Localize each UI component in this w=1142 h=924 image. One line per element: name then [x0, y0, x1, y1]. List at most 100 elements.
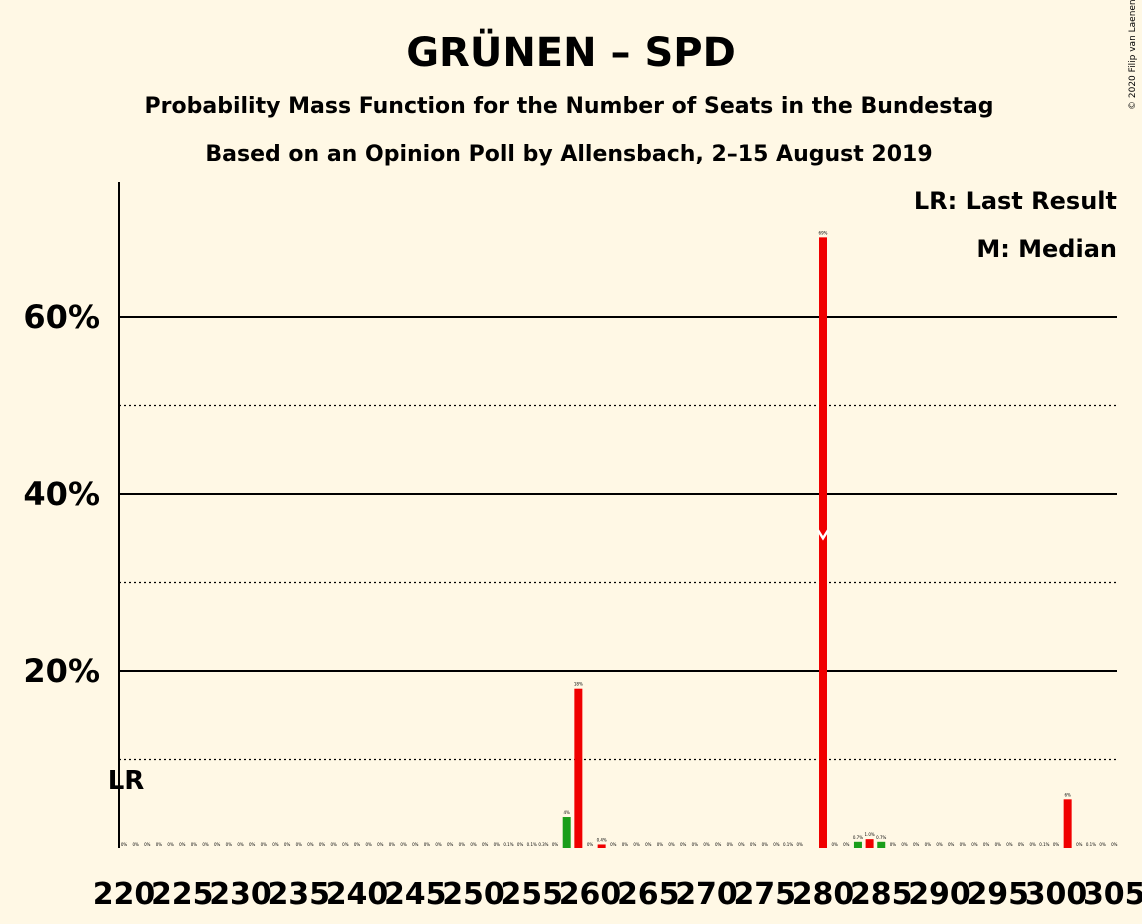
x-tick-label: 280 [792, 877, 855, 912]
bar-value-label: 0.7% [876, 835, 886, 840]
bars: 4% 18% 0.4% 69% 0.7%1.0%0.7% 6% [562, 230, 1072, 849]
bar-value-label: 0% [890, 842, 897, 847]
bar-value-label: 0% [936, 842, 943, 847]
bar-value-label: 0% [319, 842, 326, 847]
bar-value-label: 0% [156, 842, 163, 847]
x-tick-label: 230 [209, 877, 272, 912]
bar-value-label: 6% [1064, 792, 1071, 797]
bar-value-label: 0% [680, 842, 687, 847]
bar-value-label: 0% [797, 842, 804, 847]
bar-value-label: 0% [144, 842, 151, 847]
x-tick-label: 285 [850, 877, 913, 912]
bar-seat-283 [853, 841, 862, 848]
bar-value-label: 0% [389, 842, 396, 847]
x-tick-label: 265 [617, 877, 680, 912]
bar-value-label: 0% [191, 842, 198, 847]
bar-value-label: 0% [296, 842, 303, 847]
bar-value-label: 0% [1053, 842, 1060, 847]
y-tick-label: 40% [23, 475, 100, 513]
x-axis-ticks: 2202252302352402452502552602652702752802… [93, 877, 1142, 912]
y-axis-ticks: 20% 40% 60% [23, 298, 100, 690]
bar-value-label: 0% [831, 842, 838, 847]
bar-value-label: 0% [494, 842, 501, 847]
bar-value-label: 0% [412, 842, 419, 847]
bar-value-label: 0% [1030, 842, 1037, 847]
bar-value-label: 0% [762, 842, 769, 847]
bar-value-label: 0% [727, 842, 734, 847]
bar-value-label: 0.1% [1086, 842, 1096, 847]
bar-value-label: 0% [226, 842, 233, 847]
x-tick-label: 275 [733, 877, 796, 912]
y-tick-label: 20% [23, 652, 100, 690]
bar-value-label: 0.1% [1039, 842, 1049, 847]
bar-value-label: 0.3% [538, 842, 548, 847]
bar-value-label: 0% [960, 842, 967, 847]
bar-value-label: 0% [971, 842, 978, 847]
bar-value-label: 0% [354, 842, 361, 847]
bar-value-label: 0% [400, 842, 407, 847]
bar-value-label: 0% [202, 842, 209, 847]
x-tick-label: 235 [267, 877, 330, 912]
bar-value-label: 0% [272, 842, 279, 847]
bar-value-label: 0% [237, 842, 244, 847]
bar-value-label: 0% [482, 842, 489, 847]
x-tick-label: 240 [326, 877, 389, 912]
bar-value-label: 0.1% [783, 842, 793, 847]
bar-value-label: 0% [610, 842, 617, 847]
x-tick-label: 250 [442, 877, 505, 912]
credit-text: © 2020 Filip van Laenen [1128, 0, 1138, 110]
bar-value-label: 0% [447, 842, 454, 847]
bar-value-label: 0% [331, 842, 338, 847]
bar-value-label: 0% [342, 842, 349, 847]
bar-value-label: 0% [983, 842, 990, 847]
bar-value-label: 0% [633, 842, 640, 847]
bar-value-label: 0% [692, 842, 699, 847]
bar-seat-258 [562, 817, 571, 848]
x-tick-label: 255 [500, 877, 563, 912]
bar-seat-280 [819, 237, 827, 849]
y-tick-label: 60% [23, 298, 100, 336]
bar-value-label: 0% [470, 842, 477, 847]
x-tick-label: 295 [966, 877, 1029, 912]
bar-value-label: 0% [214, 842, 221, 847]
bar-value-label: 4% [564, 810, 571, 815]
bar-value-label: 0% [715, 842, 722, 847]
bar-value-label: 0% [948, 842, 955, 847]
bar-value-label: 0% [552, 842, 559, 847]
bar-value-label: 0% [284, 842, 291, 847]
bar-value-label: 0% [925, 842, 932, 847]
x-tick-label: 220 [93, 877, 156, 912]
bar-value-label: 0% [167, 842, 174, 847]
bar-value-label: 0% [645, 842, 652, 847]
bar-value-label: 0% [121, 842, 128, 847]
bar-value-label: 0% [1111, 842, 1118, 847]
bar-value-label: 0% [668, 842, 675, 847]
bar-value-label: 0% [249, 842, 256, 847]
x-tick-label: 245 [384, 877, 447, 912]
bar-value-label: 0% [517, 842, 524, 847]
chart-title: GRÜNEN – SPD [406, 28, 736, 76]
bar-value-label: 0% [307, 842, 314, 847]
bar-value-label: 0% [750, 842, 757, 847]
chart-subtitle-1: Probability Mass Function for the Number… [145, 94, 994, 119]
bar-value-label: 18% [574, 682, 583, 687]
bar-value-label: 0.7% [853, 835, 863, 840]
bar-value-label: 0% [587, 842, 594, 847]
bar-value-label: 0% [1018, 842, 1025, 847]
bar-seat-285 [877, 841, 886, 848]
bar-value-label: 1.0% [865, 832, 875, 837]
bar-seat-301 [1063, 799, 1072, 848]
bar-value-label: 0% [261, 842, 268, 847]
bar-value-label: 0% [132, 842, 139, 847]
x-tick-label: 290 [908, 877, 971, 912]
chart-subtitle-2: Based on an Opinion Poll by Allensbach, … [205, 142, 932, 167]
bar-value-label: 0% [424, 842, 431, 847]
bar-value-label: 0% [738, 842, 745, 847]
median-marker [816, 529, 830, 541]
bar-value-label: 0% [179, 842, 186, 847]
bar-value-label: 0% [1006, 842, 1013, 847]
bar-seat-284 [865, 839, 874, 848]
bar-value-label: 0% [459, 842, 466, 847]
bar-value-label: 0% [1099, 842, 1106, 847]
